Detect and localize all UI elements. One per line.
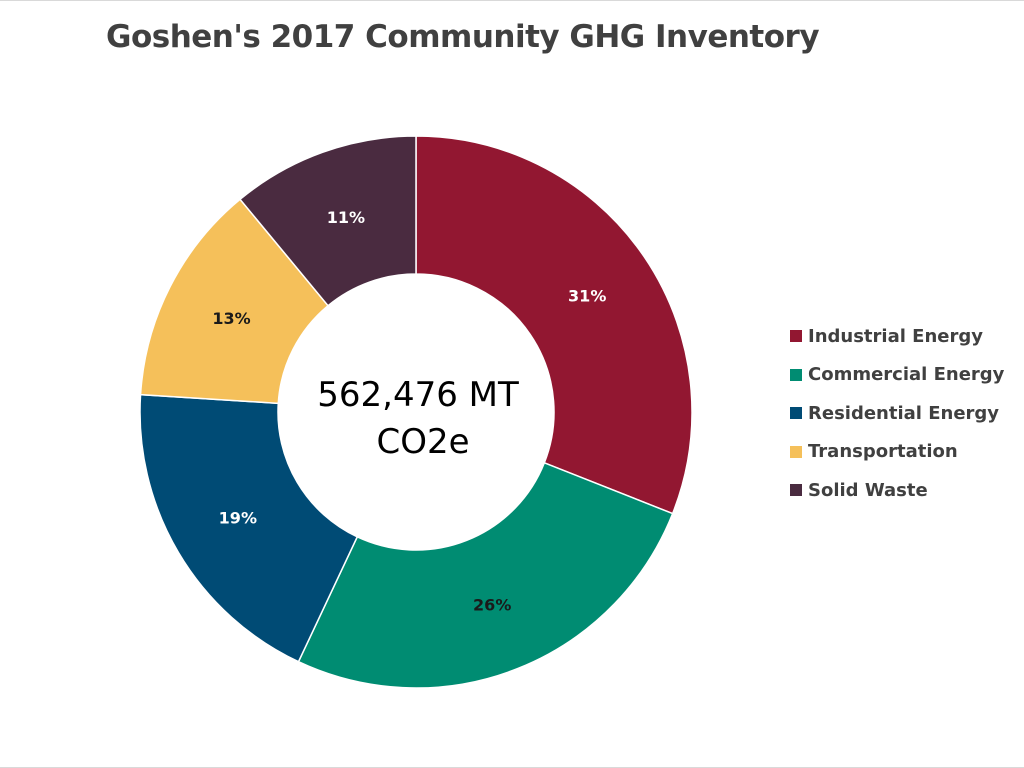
legend-item-residential-energy: Residential Energy bbox=[790, 394, 1004, 433]
legend-label: Commercial Energy bbox=[808, 364, 1005, 386]
legend-swatch bbox=[790, 407, 802, 420]
legend-swatch bbox=[790, 484, 802, 497]
legend-label: Residential Energy bbox=[808, 402, 1000, 424]
legend-swatch bbox=[790, 330, 802, 343]
legend-item-solid-waste: Solid Waste bbox=[790, 471, 1004, 510]
donut-slice-transportation bbox=[139, 198, 330, 405]
center-total-unit: CO2e bbox=[376, 422, 469, 462]
legend-item-industrial-energy: Industrial Energy bbox=[790, 317, 1004, 356]
donut-slice-residential-energy bbox=[139, 393, 359, 663]
legend-label: Solid Waste bbox=[808, 479, 928, 501]
data-label-commercial-energy: 26% bbox=[473, 595, 511, 614]
donut-slices bbox=[139, 135, 693, 689]
chart-legend: Industrial Energy Commercial Energy Reside… bbox=[790, 317, 1004, 510]
legend-item-commercial-energy: Commercial Energy bbox=[790, 356, 1004, 395]
data-label-residential-energy: 19% bbox=[219, 508, 257, 527]
legend-swatch bbox=[790, 445, 802, 458]
legend-swatch bbox=[790, 368, 802, 381]
legend-item-transportation: Transportation bbox=[790, 433, 1004, 472]
center-total-value: 562,476 MT bbox=[317, 375, 519, 415]
donut-data-labels: 31% 26% 19% 13% 11% bbox=[212, 208, 606, 614]
donut-slice-commercial-energy bbox=[297, 461, 674, 689]
data-label-solid-waste: 11% bbox=[327, 208, 365, 227]
legend-label: Transportation bbox=[808, 441, 958, 463]
data-label-transportation: 13% bbox=[212, 309, 250, 328]
chart-title: Goshen's 2017 Community GHG Inventory bbox=[106, 19, 820, 55]
legend-label: Industrial Energy bbox=[808, 325, 983, 347]
donut-slice-solid-waste bbox=[239, 135, 417, 307]
data-label-industrial-energy: 31% bbox=[568, 287, 606, 306]
donut-slice-industrial-energy bbox=[415, 135, 693, 515]
